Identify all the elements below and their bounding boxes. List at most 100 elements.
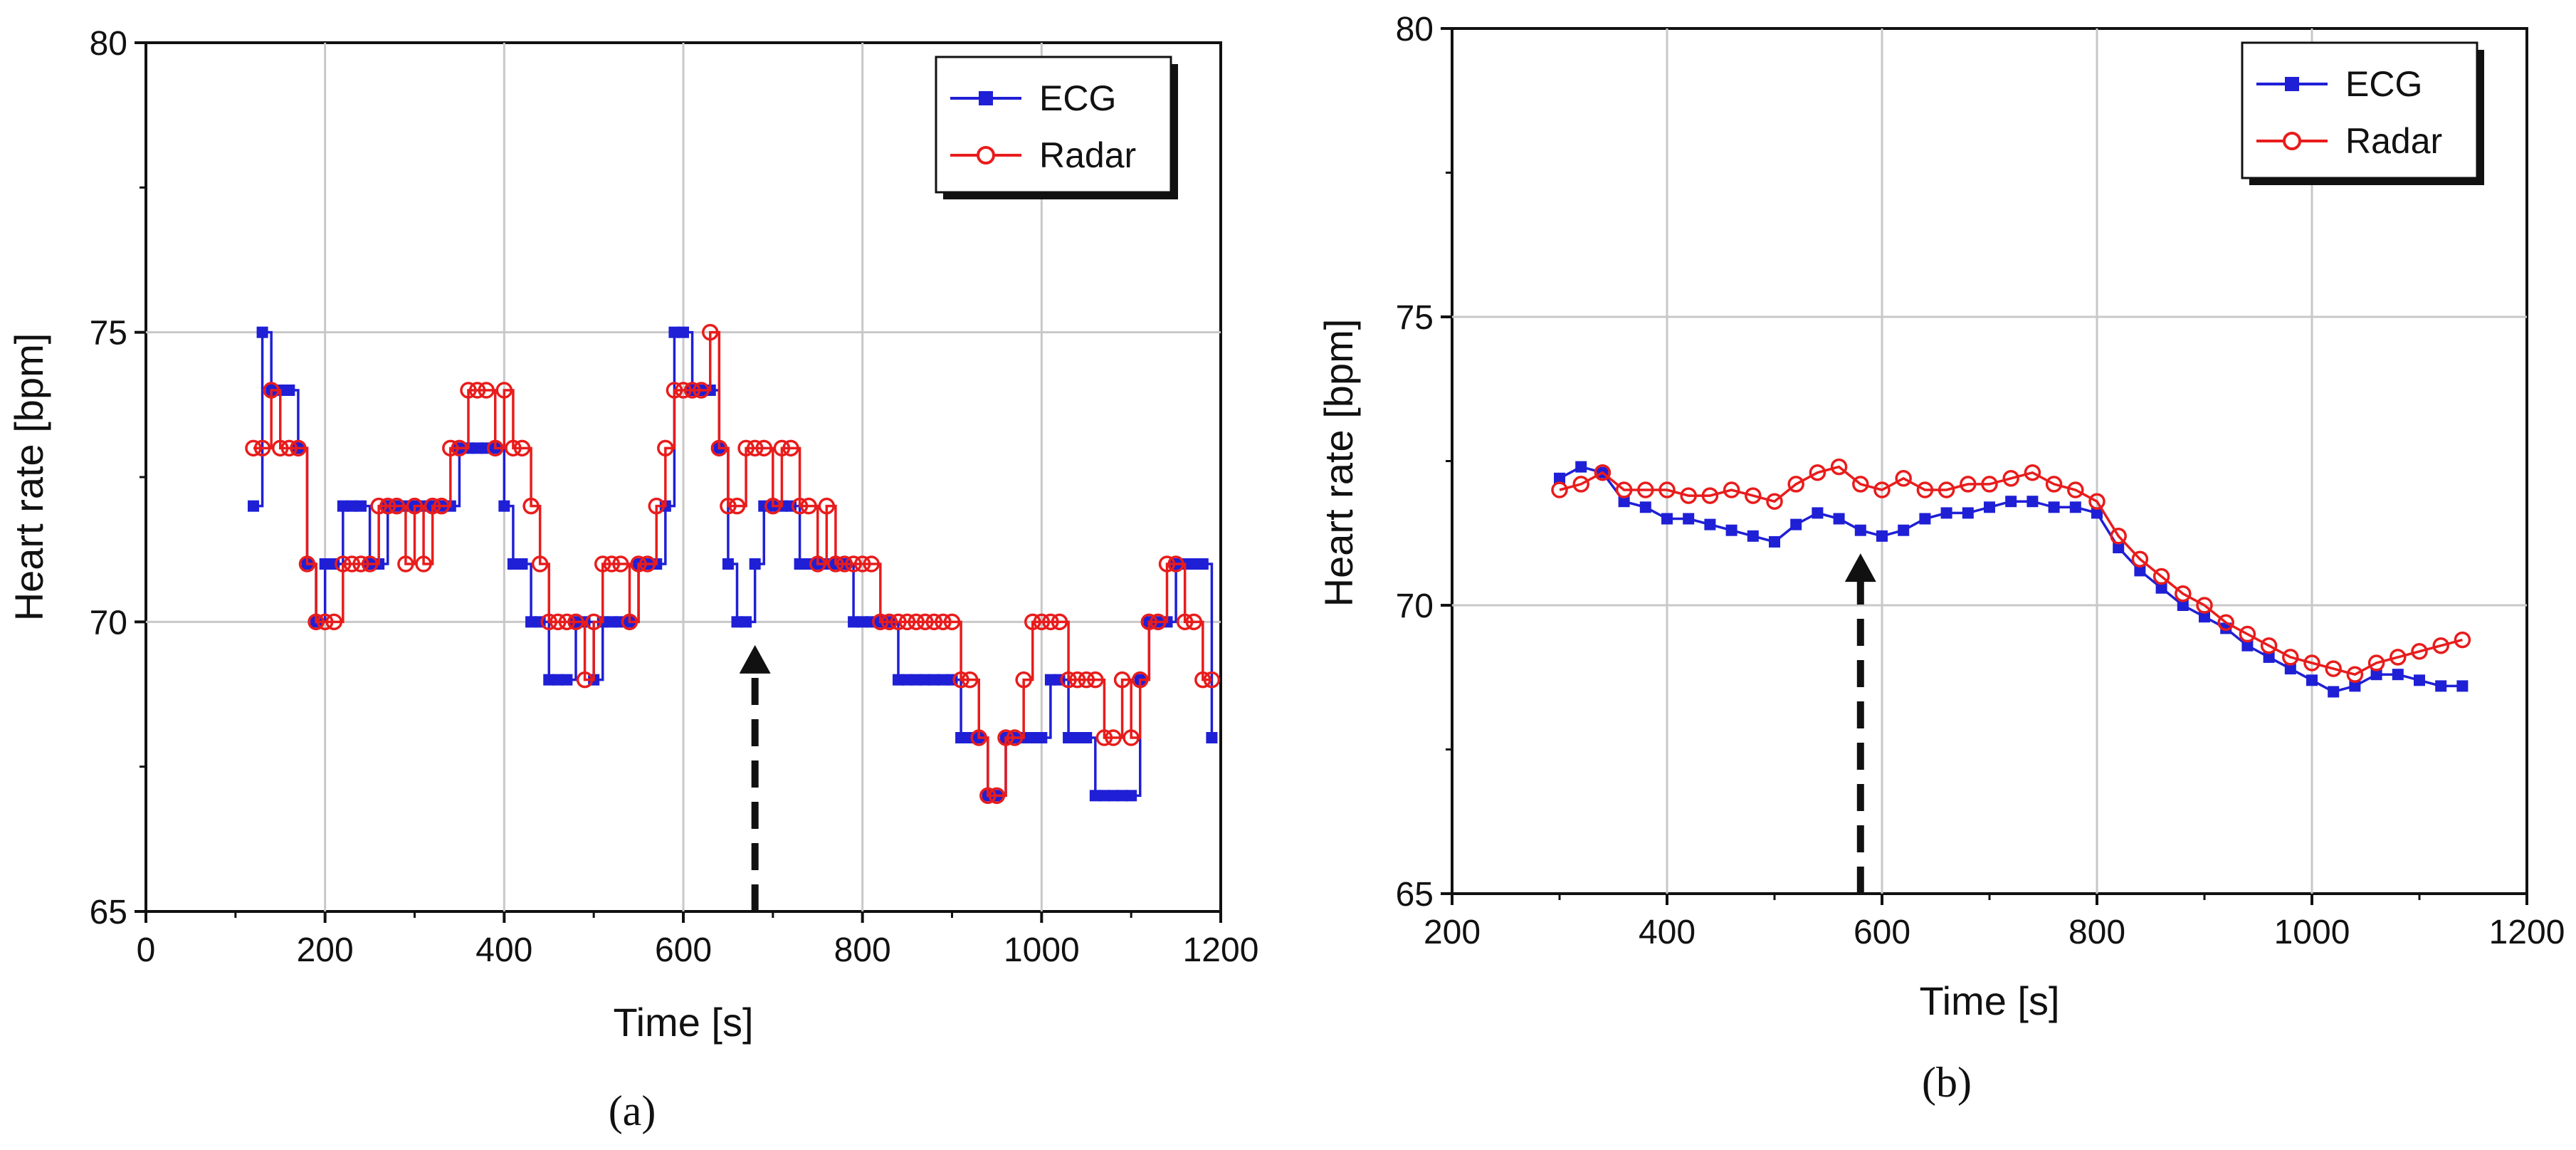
- data-point-radar: [970, 729, 987, 746]
- data-point-ecg: [1940, 507, 1952, 519]
- data-point-radar: [245, 439, 262, 457]
- data-point-ecg: [2134, 565, 2146, 577]
- data-point-ecg: [2414, 674, 2425, 686]
- data-point-ecg: [525, 616, 537, 628]
- data-point-radar: [818, 497, 836, 515]
- data-point-radar: [361, 555, 379, 573]
- legend-label-ecg: ECG: [1039, 78, 1116, 118]
- data-point-radar: [666, 382, 683, 399]
- data-point-ecg: [937, 674, 949, 686]
- data-point-radar: [451, 439, 468, 457]
- data-point-radar: [415, 555, 432, 573]
- axes-b: 200 400 600 800 1000 1200 65 70 75 80: [1396, 11, 2565, 951]
- legend-marker-radar: [977, 146, 995, 164]
- data-point-radar: [630, 555, 647, 573]
- data-point-ecg: [668, 326, 680, 338]
- data-point-ecg: [2392, 669, 2404, 681]
- data-point-radar: [1060, 671, 1077, 689]
- data-point-radar: [2346, 666, 2364, 683]
- x-tick-label: 400: [1639, 914, 1696, 951]
- data-point-ecg: [1554, 472, 1565, 484]
- data-point-radar: [567, 613, 584, 631]
- y-tick-label: 65: [1396, 876, 1434, 914]
- data-point-ecg: [1063, 732, 1075, 743]
- data-point-ecg: [1661, 513, 1673, 525]
- data-point-radar: [2303, 654, 2320, 671]
- data-point-radar: [2110, 528, 2127, 545]
- annotation-b: [1844, 553, 1876, 894]
- data-point-radar: [397, 555, 414, 573]
- data-point-radar: [2390, 649, 2407, 666]
- data-point-radar: [433, 497, 450, 515]
- data-point-ecg: [516, 558, 528, 570]
- series-a: [245, 323, 1221, 805]
- data-point-radar: [1787, 476, 1804, 493]
- data-point-ecg: [919, 674, 931, 686]
- axes-a: 0 200 400 600 800 1000 1200 65 70 75 80: [90, 25, 1259, 969]
- data-point-radar: [2454, 631, 2471, 649]
- data-point-radar: [1105, 729, 1122, 746]
- data-point-ecg: [2177, 600, 2189, 611]
- data-point-ecg: [731, 616, 743, 628]
- data-point-radar: [1158, 555, 1176, 573]
- data-point-radar: [728, 497, 746, 515]
- x-tick-label: 200: [297, 931, 354, 969]
- data-point-radar: [737, 439, 755, 457]
- data-point-radar: [908, 613, 925, 631]
- data-point-radar: [603, 555, 621, 573]
- data-point-radar: [1572, 476, 1589, 493]
- data-point-radar: [1176, 613, 1194, 631]
- chart-panel-b: 200 400 600 800 1000 1200 65 70 75 80 ECG Radar Ti…: [1316, 11, 2565, 1106]
- data-point-radar: [1078, 671, 1095, 689]
- data-point-radar: [558, 613, 576, 631]
- y-tick-label: 80: [90, 25, 127, 63]
- data-point-ecg: [955, 732, 967, 743]
- x-tick-label: 0: [137, 931, 156, 969]
- data-point-radar: [460, 382, 477, 399]
- data-point-ecg: [1044, 674, 1056, 686]
- data-point-ecg: [1618, 496, 1630, 508]
- data-point-radar: [2325, 660, 2342, 677]
- legend-b: ECG Radar: [2241, 41, 2484, 185]
- data-point-radar: [513, 439, 531, 457]
- legend-marker-radar: [2283, 132, 2301, 150]
- x-tick-label: 800: [834, 931, 891, 969]
- x-tick-label: 400: [475, 931, 532, 969]
- data-point-radar: [1766, 493, 1783, 510]
- data-point-radar: [2002, 470, 2019, 487]
- data-point-ecg: [928, 674, 940, 686]
- data-point-radar: [773, 439, 791, 457]
- data-point-radar: [648, 497, 665, 515]
- data-point-radar: [585, 613, 602, 631]
- data-point-radar: [316, 613, 334, 631]
- data-point-ecg: [1962, 507, 1974, 519]
- legend-label-radar: Radar: [2345, 121, 2442, 161]
- y-tick-label: 70: [90, 604, 127, 642]
- data-point-radar: [800, 497, 817, 515]
- data-point-radar: [478, 382, 495, 399]
- y-tick-label: 70: [1396, 587, 1434, 625]
- data-point-radar: [280, 439, 298, 457]
- data-point-radar: [638, 555, 656, 573]
- data-point-ecg: [2349, 680, 2361, 692]
- data-point-radar: [343, 555, 361, 573]
- x-axis-label-a: Time [s]: [613, 1000, 753, 1045]
- data-point-radar: [1185, 613, 1202, 631]
- data-point-ecg: [1575, 461, 1587, 473]
- data-point-ecg: [248, 500, 259, 512]
- data-point-radar: [2432, 637, 2449, 654]
- data-point-radar: [2282, 649, 2299, 666]
- data-point-radar: [1701, 487, 1719, 504]
- data-point-radar: [675, 382, 692, 399]
- data-point-radar: [693, 382, 710, 399]
- data-point-radar: [853, 555, 871, 573]
- data-point-radar: [2152, 568, 2170, 585]
- data-point-radar: [935, 613, 952, 631]
- data-point-radar: [1745, 487, 1762, 504]
- x-tick-label: 1000: [1004, 931, 1080, 969]
- data-point-radar: [1051, 613, 1068, 631]
- data-point-radar: [1140, 613, 1158, 631]
- data-point-radar: [890, 613, 907, 631]
- series-b: [1551, 458, 2471, 698]
- x-axis-label-b: Time [s]: [1919, 978, 2059, 1023]
